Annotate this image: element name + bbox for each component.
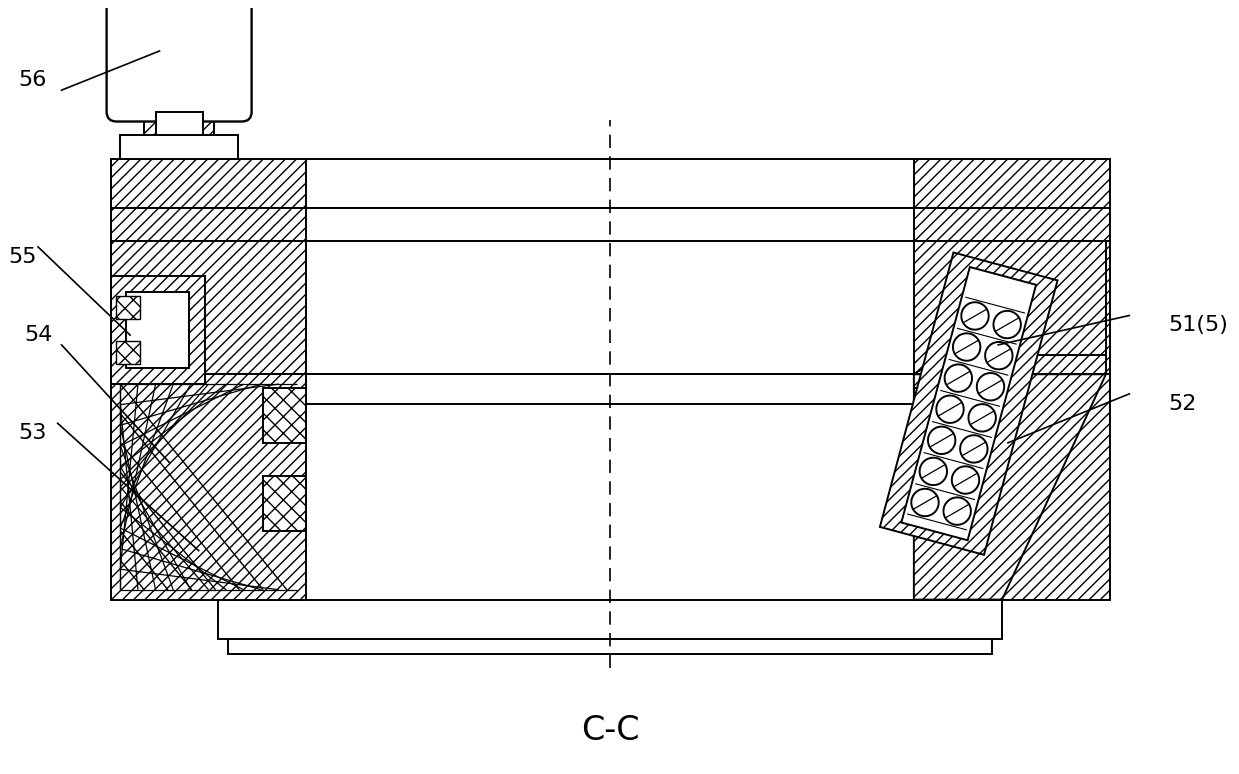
Circle shape [953, 334, 980, 361]
Text: 51(5): 51(5) [1168, 315, 1228, 335]
Circle shape [928, 426, 955, 454]
Bar [306, 241, 914, 375]
Bar [902, 267, 1036, 540]
Polygon shape [880, 252, 1058, 555]
Bar [120, 135, 238, 159]
Polygon shape [110, 241, 306, 375]
Circle shape [912, 488, 939, 516]
Polygon shape [110, 276, 204, 384]
Bar [264, 388, 306, 443]
Polygon shape [914, 375, 1106, 600]
FancyBboxPatch shape [107, 0, 252, 122]
Polygon shape [306, 207, 914, 241]
Text: 53: 53 [19, 423, 46, 443]
Polygon shape [110, 375, 306, 600]
Bar [264, 476, 306, 531]
Circle shape [985, 342, 1012, 369]
Bar [116, 296, 140, 320]
Polygon shape [914, 375, 1110, 600]
Bar [914, 388, 957, 443]
Polygon shape [914, 207, 1110, 241]
Polygon shape [914, 241, 1110, 375]
Text: 54: 54 [24, 325, 52, 345]
Circle shape [952, 466, 979, 494]
Circle shape [976, 373, 1005, 400]
Polygon shape [228, 639, 992, 655]
Polygon shape [306, 375, 914, 404]
Polygon shape [110, 159, 306, 207]
Polygon shape [110, 207, 306, 241]
Circle shape [944, 365, 973, 392]
Circle shape [943, 498, 971, 525]
Text: 55: 55 [9, 247, 37, 267]
Circle shape [994, 311, 1021, 338]
Circle shape [960, 435, 987, 463]
Polygon shape [306, 159, 914, 207]
Text: 56: 56 [19, 70, 46, 91]
Bar [116, 341, 140, 365]
Circle shape [937, 396, 964, 423]
Polygon shape [914, 354, 1106, 375]
Polygon shape [914, 241, 1106, 375]
Circle shape [961, 302, 989, 330]
Text: 52: 52 [1168, 394, 1197, 413]
Bar [914, 476, 957, 531]
Polygon shape [914, 159, 1110, 207]
Circle shape [919, 457, 947, 485]
Bar [156, 111, 203, 135]
Bar [144, 111, 214, 135]
Bar [126, 292, 188, 368]
Text: C-C: C-C [581, 714, 639, 748]
Polygon shape [218, 600, 1002, 639]
Circle shape [969, 404, 996, 432]
